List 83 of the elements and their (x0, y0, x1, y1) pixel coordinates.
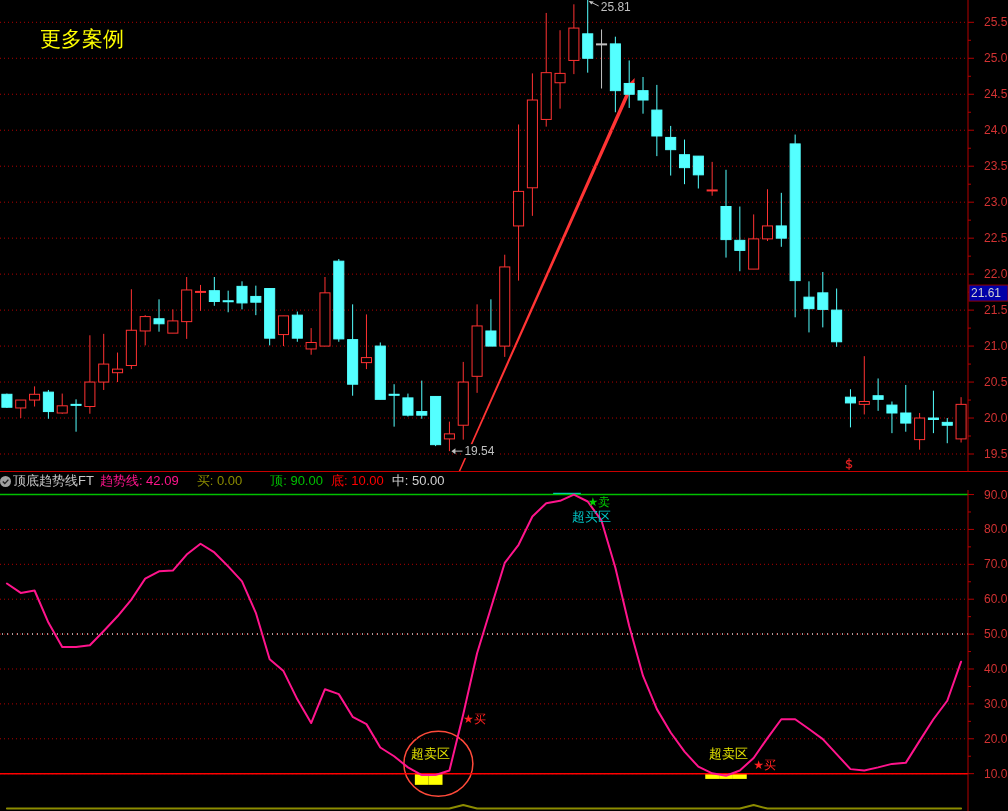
ref-line-label: 中: 50.00 (391, 472, 445, 490)
candlestick (236, 280, 248, 310)
annotation: 超卖区 (410, 746, 450, 762)
candlestick (194, 284, 207, 312)
annotation: ★买 (753, 758, 777, 773)
candlestick (554, 29, 566, 110)
candlestick (665, 125, 677, 177)
candlestick (886, 400, 898, 434)
candlestick (388, 383, 400, 428)
y-tick-label: 70.0 (984, 557, 1008, 572)
y-tick-label: 25.5 (984, 15, 1008, 30)
annotation: 超买区 (572, 509, 612, 525)
candlestick (42, 389, 54, 420)
candlestick (872, 377, 884, 412)
candlestick (485, 298, 497, 347)
candlestick (360, 313, 372, 370)
y-tick-label: 10.0 (984, 766, 1008, 781)
candlestick (291, 311, 303, 343)
candlestick (29, 385, 41, 408)
annotation: ★买 (462, 711, 486, 726)
y-tick-label: 23.0 (984, 195, 1008, 210)
y-tick-label: 21.5 (984, 303, 1008, 318)
y-tick-label: 24.0 (984, 123, 1008, 138)
candlestick (817, 271, 829, 328)
y-tick-label: 20.0 (984, 731, 1008, 746)
y-tick-label: 40.0 (984, 661, 1008, 676)
y-tick-label: 90.0 (984, 487, 1008, 502)
candlestick (637, 76, 649, 115)
y-tick-label: 23.5 (984, 159, 1008, 174)
candlestick (139, 314, 151, 346)
candlestick (692, 155, 704, 190)
annotation: 超卖区 (709, 745, 749, 761)
candlestick (623, 59, 635, 109)
candlestick (402, 393, 414, 418)
y-tick-label: 24.5 (984, 87, 1008, 102)
candlestick (844, 388, 856, 428)
ref-line-label: 底: 10.00 (330, 472, 384, 490)
candlestick (153, 298, 165, 333)
y-tick-label: 20.5 (984, 375, 1008, 390)
candlestick (803, 280, 815, 333)
candlestick (416, 380, 428, 420)
text: 21.61 (971, 286, 1002, 301)
candlestick (596, 29, 608, 89)
y-tick-label: 25.0 (984, 51, 1008, 66)
candlestick (250, 285, 262, 316)
y-tick-label: 60.0 (984, 592, 1008, 607)
candlestick (112, 352, 124, 383)
candlestick (678, 139, 691, 185)
candlestick (775, 192, 787, 248)
y-tick-label: 80.0 (984, 522, 1008, 537)
chart-title: 顶底趋势线FT (13, 472, 94, 490)
annotation: 25.81 (600, 0, 632, 14)
annotation: 更多案例 (40, 26, 124, 50)
candlestick (706, 161, 718, 197)
y-tick-label: 30.0 (984, 696, 1008, 711)
ref-line-label: 顶: 90.00 (270, 472, 323, 490)
y-tick-label: 22.5 (984, 231, 1008, 246)
y-tick-label: 20.0 (984, 411, 1008, 426)
candlestick (761, 188, 774, 242)
candlestick (222, 290, 234, 313)
y-tick-label: 22.0 (984, 267, 1008, 282)
candlestick (98, 333, 110, 391)
candlestick (167, 308, 179, 334)
y-tick-label: 50.0 (984, 627, 1008, 642)
candlestick (927, 390, 939, 434)
candlestick (900, 384, 912, 433)
y-tick-label: 19.5 (984, 447, 1008, 462)
annotation: 19.54 (464, 444, 495, 459)
candlestick (443, 421, 455, 452)
candlestick (277, 315, 290, 347)
candlestick (305, 327, 317, 356)
candlestick (858, 355, 870, 415)
line-series (5, 493, 963, 777)
candlestick (941, 417, 953, 444)
candlestick (208, 276, 220, 307)
candlestick (56, 393, 68, 415)
candlestick (734, 206, 746, 272)
text: 买: 0.00 (196, 472, 243, 490)
text: 趋势线: 42.09 (99, 472, 179, 490)
y-tick-label: 21.0 (984, 339, 1008, 354)
candlestick (914, 412, 926, 451)
candlestick (70, 398, 82, 433)
annotation: ★卖 (587, 494, 611, 509)
